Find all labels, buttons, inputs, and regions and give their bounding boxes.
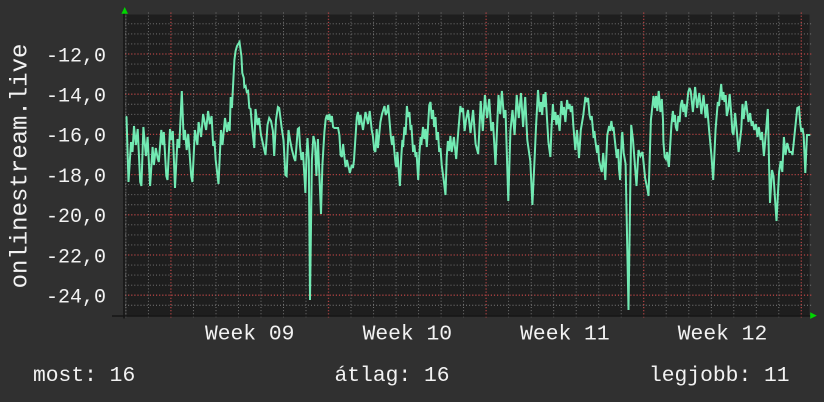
svg-text:átlag: 16: átlag: 16 (335, 364, 450, 388)
svg-text:Week 12: Week 12 (678, 322, 767, 346)
svg-text:onlinestream.live: onlinestream.live (8, 44, 35, 289)
svg-text:Week 09: Week 09 (205, 322, 294, 346)
svg-text:Week 10: Week 10 (363, 322, 452, 346)
svg-text:-12,0: -12,0 (46, 45, 106, 68)
svg-text:-16,0: -16,0 (46, 126, 106, 149)
svg-text:legjobb: 11: legjobb: 11 (649, 364, 790, 388)
svg-text:-18,0: -18,0 (46, 166, 106, 189)
svg-text:most: 16: most: 16 (33, 364, 135, 388)
svg-text:Week 11: Week 11 (520, 322, 609, 346)
svg-text:-24,0: -24,0 (46, 287, 106, 310)
svg-text:-20,0: -20,0 (46, 206, 106, 229)
svg-text:-22,0: -22,0 (46, 246, 106, 269)
svg-text:-14,0: -14,0 (46, 86, 106, 109)
